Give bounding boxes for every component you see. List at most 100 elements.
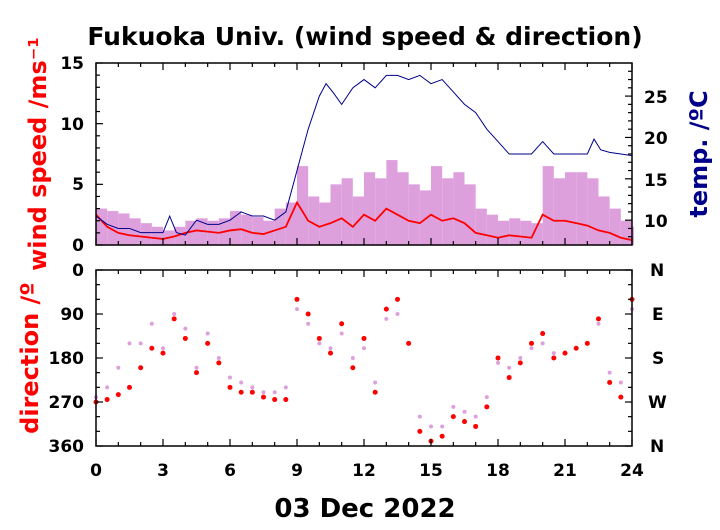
gust-bar bbox=[140, 223, 152, 245]
x-tick-label: 9 bbox=[291, 461, 303, 481]
instant-direction-point bbox=[295, 307, 299, 312]
gust-bar bbox=[274, 208, 286, 245]
gust-bar bbox=[553, 178, 565, 245]
compass-label: E bbox=[652, 305, 664, 325]
mean-direction-point bbox=[249, 389, 255, 395]
gust-bar bbox=[531, 223, 543, 245]
mean-direction-point bbox=[305, 311, 311, 317]
instant-direction-point bbox=[216, 356, 221, 360]
bottom-tick-marks bbox=[95, 269, 633, 447]
y-tick-label: 0 bbox=[72, 261, 84, 281]
gust-bar bbox=[185, 220, 197, 245]
instant-direction-point bbox=[306, 321, 311, 326]
gust-bar bbox=[598, 196, 610, 245]
mean-direction-point bbox=[450, 414, 456, 420]
mean-direction-point bbox=[439, 433, 445, 439]
instant-direction-point bbox=[596, 321, 601, 326]
temperature-axis-label: temp. /ºC bbox=[685, 90, 713, 217]
y-tick-label: 5 bbox=[72, 175, 84, 195]
instant-direction-point bbox=[473, 414, 478, 419]
mean-direction-point bbox=[149, 345, 155, 351]
direction-axis-label: direction /º bbox=[16, 282, 44, 434]
mean-direction-point bbox=[607, 379, 613, 385]
y-tick-label: 15 bbox=[60, 54, 84, 74]
instant-direction-point bbox=[618, 380, 623, 385]
gust-bar bbox=[330, 184, 342, 245]
instant-direction-point bbox=[384, 316, 389, 321]
compass-label: W bbox=[648, 393, 667, 413]
instant-direction-point bbox=[350, 356, 355, 360]
x-tick-label: 3 bbox=[157, 461, 169, 481]
instant-direction-point bbox=[362, 346, 366, 351]
mean-direction-point bbox=[104, 397, 110, 403]
gust-bar bbox=[364, 172, 376, 245]
gust-bar bbox=[375, 178, 387, 245]
instant-direction-point bbox=[250, 385, 255, 390]
x-tick-label: 21 bbox=[553, 461, 577, 481]
instant-direction-point bbox=[540, 341, 545, 346]
mean-direction-point bbox=[283, 397, 289, 403]
gust-bar bbox=[431, 166, 443, 245]
mean-direction-point bbox=[406, 340, 412, 346]
instant-direction-point bbox=[194, 365, 199, 370]
gust-bar bbox=[509, 218, 521, 245]
instant-direction-point bbox=[127, 341, 132, 346]
temperature-line bbox=[95, 74, 633, 236]
gust-bar bbox=[118, 213, 130, 245]
mean-direction-point bbox=[339, 321, 345, 327]
mean-direction-point bbox=[584, 340, 590, 346]
y-tick-label: 270 bbox=[49, 393, 85, 413]
instant-direction-point bbox=[283, 385, 288, 390]
y-tick-label: 0 bbox=[72, 236, 84, 256]
instant-direction-point bbox=[261, 390, 266, 395]
temperature-series bbox=[95, 74, 633, 236]
gust-bar bbox=[297, 166, 309, 245]
mean-direction-point bbox=[395, 296, 400, 302]
instant-direction-point bbox=[172, 312, 177, 316]
gust-bar bbox=[285, 202, 297, 245]
instant-direction-point bbox=[440, 424, 445, 429]
gust-bar bbox=[107, 211, 119, 245]
x-tick-label: 0 bbox=[90, 461, 102, 481]
gust-bar bbox=[129, 218, 141, 245]
gust-bar bbox=[442, 178, 454, 245]
instant-direction-point bbox=[239, 380, 244, 385]
gust-bar bbox=[542, 166, 554, 245]
mean-direction-point bbox=[127, 384, 132, 390]
gust-bar bbox=[475, 208, 487, 245]
x-tick-label: 6 bbox=[224, 461, 236, 481]
instant-direction-point bbox=[339, 331, 344, 336]
gust-bar bbox=[565, 172, 577, 245]
mean-direction-point bbox=[171, 316, 177, 322]
gust-bar bbox=[408, 184, 420, 245]
mean-direction-point bbox=[272, 397, 278, 403]
gust-bar bbox=[319, 202, 331, 245]
instant-direction-point bbox=[161, 346, 165, 351]
instant-direction-series bbox=[94, 307, 634, 429]
gust-bar bbox=[308, 196, 320, 245]
mean-direction-point bbox=[529, 340, 534, 346]
gust-bar bbox=[241, 214, 253, 245]
y2-tick-label: 15 bbox=[644, 171, 668, 191]
mean-direction-point bbox=[383, 306, 389, 312]
gust-bar bbox=[576, 172, 588, 245]
compass-label: S bbox=[652, 349, 664, 369]
gust-bar bbox=[464, 184, 476, 245]
gust-bar bbox=[151, 226, 163, 245]
instant-direction-point bbox=[205, 331, 210, 336]
mean-direction-point bbox=[316, 335, 322, 341]
instant-direction-point bbox=[149, 321, 154, 326]
gust-bar bbox=[520, 220, 532, 245]
top-tick-marks bbox=[95, 62, 633, 246]
x-tick-label: 15 bbox=[419, 461, 443, 481]
mean-direction-point bbox=[540, 331, 546, 337]
mean-direction-point bbox=[261, 394, 266, 400]
instant-direction-point bbox=[183, 326, 188, 331]
instant-direction-point bbox=[373, 380, 378, 385]
mean-direction-series bbox=[93, 296, 635, 444]
wind-temp-panel: 0 5 10 15 10 15 20 25 wind speed /ms⁻¹ t… bbox=[24, 37, 713, 271]
wind-speed-axis-label: wind speed /ms⁻¹ bbox=[24, 37, 52, 271]
gust-bar bbox=[174, 226, 186, 245]
instant-direction-point bbox=[417, 414, 422, 419]
instant-direction-point bbox=[496, 360, 500, 365]
